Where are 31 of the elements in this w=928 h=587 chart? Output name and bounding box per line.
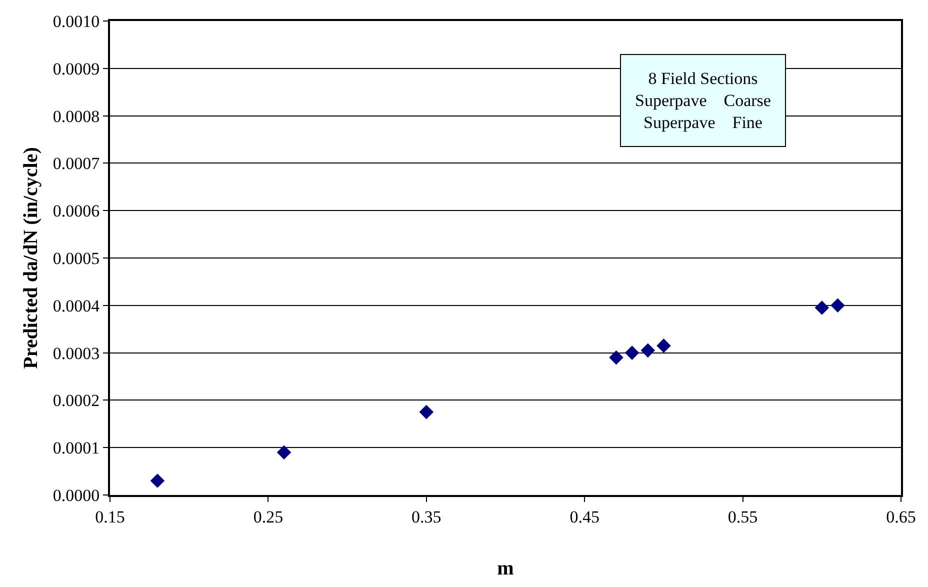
x-tick-label: 0.55 bbox=[728, 507, 758, 526]
y-axis-title: Predicted da/dN (in/cycle) bbox=[20, 147, 42, 369]
y-tick-label: 0.0010 bbox=[52, 12, 100, 31]
point bbox=[656, 338, 671, 353]
point bbox=[276, 445, 292, 460]
point bbox=[419, 404, 434, 420]
x-tick-label: 0.25 bbox=[253, 507, 284, 526]
x-axis-title: m bbox=[497, 557, 514, 580]
y-tick-label: 0.0006 bbox=[52, 202, 100, 221]
y-tick-label: 0.0003 bbox=[52, 344, 100, 363]
y-tick-label: 0.0002 bbox=[52, 391, 100, 410]
x-tick-label: 0.45 bbox=[570, 507, 600, 526]
y-tick-label: 0.0007 bbox=[52, 154, 100, 174]
annotation: 8 Field Sections bbox=[648, 69, 758, 88]
point bbox=[640, 343, 656, 358]
point bbox=[830, 298, 845, 313]
y-tick-label: 0.0000 bbox=[52, 486, 100, 505]
annotation: Superpave Fine bbox=[643, 113, 762, 132]
annotation: Superpave Coarse bbox=[635, 91, 771, 110]
point bbox=[150, 474, 165, 488]
y-tick-label: 0.0001 bbox=[52, 438, 100, 458]
x-tick-label: 0.15 bbox=[95, 507, 125, 526]
y-tick-label: 0.0005 bbox=[52, 248, 100, 268]
point bbox=[814, 300, 830, 315]
y-tick-label: 0.0008 bbox=[52, 106, 100, 126]
x-tick-label: 0.65 bbox=[886, 507, 916, 526]
point bbox=[624, 346, 640, 360]
point bbox=[609, 350, 624, 365]
x-tick-label: 0.35 bbox=[412, 507, 442, 526]
y-tick-label: 0.0009 bbox=[52, 59, 100, 78]
y-tick-label: 0.0004 bbox=[52, 296, 100, 316]
